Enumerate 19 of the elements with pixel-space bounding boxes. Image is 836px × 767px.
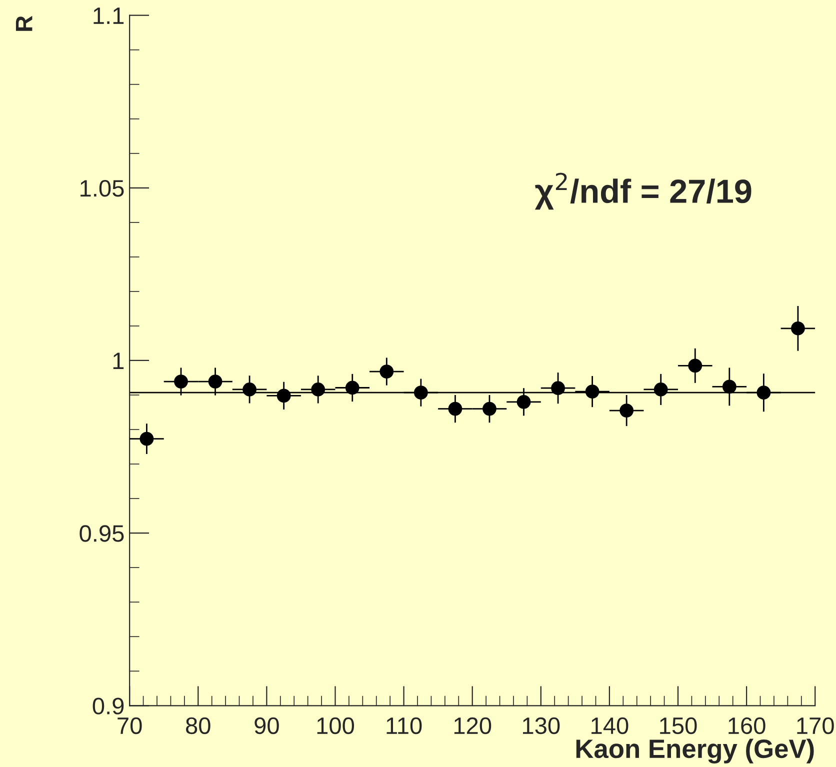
y-tick-label: 1 <box>113 352 124 370</box>
x-tick-label: 150 <box>660 717 697 734</box>
x-axis-title: Kaon Energy (GeV) <box>576 738 814 764</box>
x-tick-label: 160 <box>728 717 766 734</box>
x-tick-label: 90 <box>254 717 279 734</box>
x-tick-label: 80 <box>186 717 210 734</box>
y-tick-label: 1.1 <box>94 8 124 24</box>
y-tick-label: 1.05 <box>80 180 124 197</box>
y-tick-label: 0.95 <box>80 525 124 542</box>
x-tick-label: 110 <box>386 717 422 734</box>
y-tick-label: 0.9 <box>92 698 124 714</box>
x-tick-label: 120 <box>454 717 492 734</box>
annotation: χ$^{2}$/ndf = 27/19 <box>534 172 752 210</box>
y-axis-title: R <box>16 16 32 31</box>
x-tick-label: 100 <box>317 717 354 734</box>
x-tick-label: 70 <box>118 717 142 734</box>
x-tick-label: 130 <box>522 717 560 734</box>
x-tick-label: 170 <box>797 717 834 734</box>
x-tick-label: 140 <box>592 717 628 734</box>
